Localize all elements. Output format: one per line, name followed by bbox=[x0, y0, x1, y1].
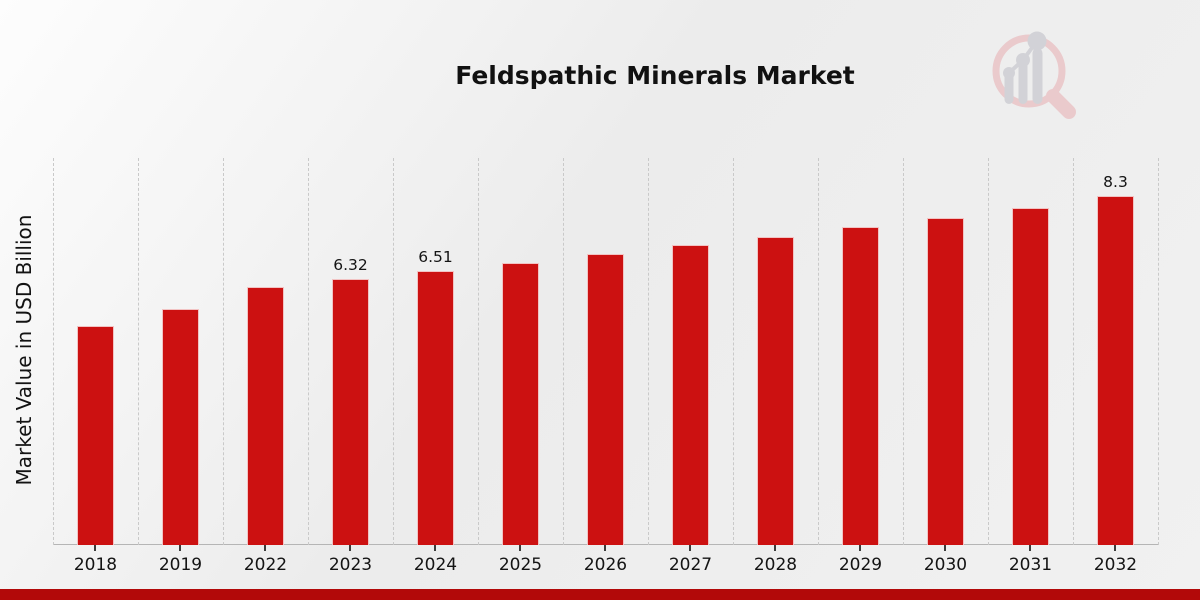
bar-2029 bbox=[842, 227, 879, 545]
data-label-2024: 6.51 bbox=[418, 248, 453, 266]
gridline bbox=[223, 158, 224, 545]
x-axis-label-2029: 2029 bbox=[838, 555, 883, 575]
x-axis-label-2022: 2022 bbox=[243, 555, 288, 575]
x-axis-tick bbox=[689, 545, 691, 551]
x-axis-label-2025: 2025 bbox=[498, 555, 543, 575]
gridline bbox=[988, 158, 989, 545]
bar-slot-2032: 8.3 2032 bbox=[1073, 158, 1158, 575]
x-axis-tick bbox=[264, 545, 266, 551]
bar-2028 bbox=[757, 237, 794, 545]
bar-2022 bbox=[247, 287, 284, 545]
bar-2024 bbox=[417, 271, 454, 545]
x-axis-label-2023: 2023 bbox=[328, 555, 373, 575]
bar-2018 bbox=[77, 326, 114, 545]
gridline bbox=[1073, 158, 1074, 545]
bar-slot-2022: 2022 bbox=[223, 158, 308, 575]
chart-title: Feldspathic Minerals Market bbox=[455, 60, 855, 90]
x-axis-tick bbox=[179, 545, 181, 551]
bar-slot-2025: 2025 bbox=[478, 158, 563, 575]
bar-2019 bbox=[162, 309, 199, 545]
magnifier-bar-chart-icon bbox=[985, 26, 1087, 120]
x-axis-label-2032: 2032 bbox=[1093, 555, 1138, 575]
bar-slot-2018: 2018 bbox=[53, 158, 138, 575]
x-axis-label-2031: 2031 bbox=[1008, 555, 1053, 575]
gridline bbox=[563, 158, 564, 545]
x-axis-label-2024: 2024 bbox=[413, 555, 458, 575]
gridline bbox=[733, 158, 734, 545]
data-label-2023: 6.32 bbox=[333, 256, 368, 274]
bar-slot-2031: 2031 bbox=[988, 158, 1073, 575]
bar-2025 bbox=[502, 263, 539, 545]
bar-2023 bbox=[332, 279, 369, 545]
bar-slot-2028: 2028 bbox=[733, 158, 818, 575]
bar-slot-2026: 2026 bbox=[563, 158, 648, 575]
bar-2031 bbox=[1012, 208, 1049, 545]
footer-accent-bar bbox=[0, 589, 1200, 600]
x-axis-tick bbox=[1029, 545, 1031, 551]
x-axis-label-2030: 2030 bbox=[923, 555, 968, 575]
x-axis-label-2019: 2019 bbox=[158, 555, 203, 575]
gridline bbox=[308, 158, 309, 545]
bar-slot-2027: 2027 bbox=[648, 158, 733, 575]
bar-slot-2019: 2019 bbox=[138, 158, 223, 575]
bar-slot-2023: 6.32 2023 bbox=[308, 158, 393, 575]
bar-slot-2029: 2029 bbox=[818, 158, 903, 575]
data-label-2032: 8.3 bbox=[1103, 173, 1128, 191]
x-axis-tick bbox=[859, 545, 861, 551]
x-axis-label-2026: 2026 bbox=[583, 555, 628, 575]
gridline bbox=[393, 158, 394, 545]
x-axis-label-2028: 2028 bbox=[753, 555, 798, 575]
y-axis-title: Market Value in USD Billion bbox=[12, 214, 36, 486]
x-axis-tick bbox=[1114, 545, 1116, 551]
bar-slot-2030: 2030 bbox=[903, 158, 988, 575]
bar-2027 bbox=[672, 245, 709, 545]
x-axis-tick bbox=[349, 545, 351, 551]
gridline bbox=[903, 158, 904, 545]
bar-2026 bbox=[587, 254, 624, 545]
plot-area: 2018 2019 2022 6.32 2023 6.51 2024 2025 2026 2027… bbox=[53, 158, 1159, 575]
x-axis-tick bbox=[94, 545, 96, 551]
x-axis-tick bbox=[774, 545, 776, 551]
x-axis-label-2018: 2018 bbox=[73, 555, 118, 575]
bar-2030 bbox=[927, 218, 964, 545]
x-axis-tick bbox=[519, 545, 521, 551]
gridline bbox=[138, 158, 139, 545]
x-axis-tick bbox=[434, 545, 436, 551]
gridline bbox=[648, 158, 649, 545]
x-axis-label-2027: 2027 bbox=[668, 555, 713, 575]
x-axis-tick bbox=[944, 545, 946, 551]
gridline bbox=[53, 158, 54, 545]
gridline bbox=[1158, 158, 1159, 545]
gridline bbox=[818, 158, 819, 545]
x-axis-tick bbox=[604, 545, 606, 551]
bar-2032 bbox=[1097, 196, 1134, 545]
gridline bbox=[478, 158, 479, 545]
bar-slot-2024: 6.51 2024 bbox=[393, 158, 478, 575]
